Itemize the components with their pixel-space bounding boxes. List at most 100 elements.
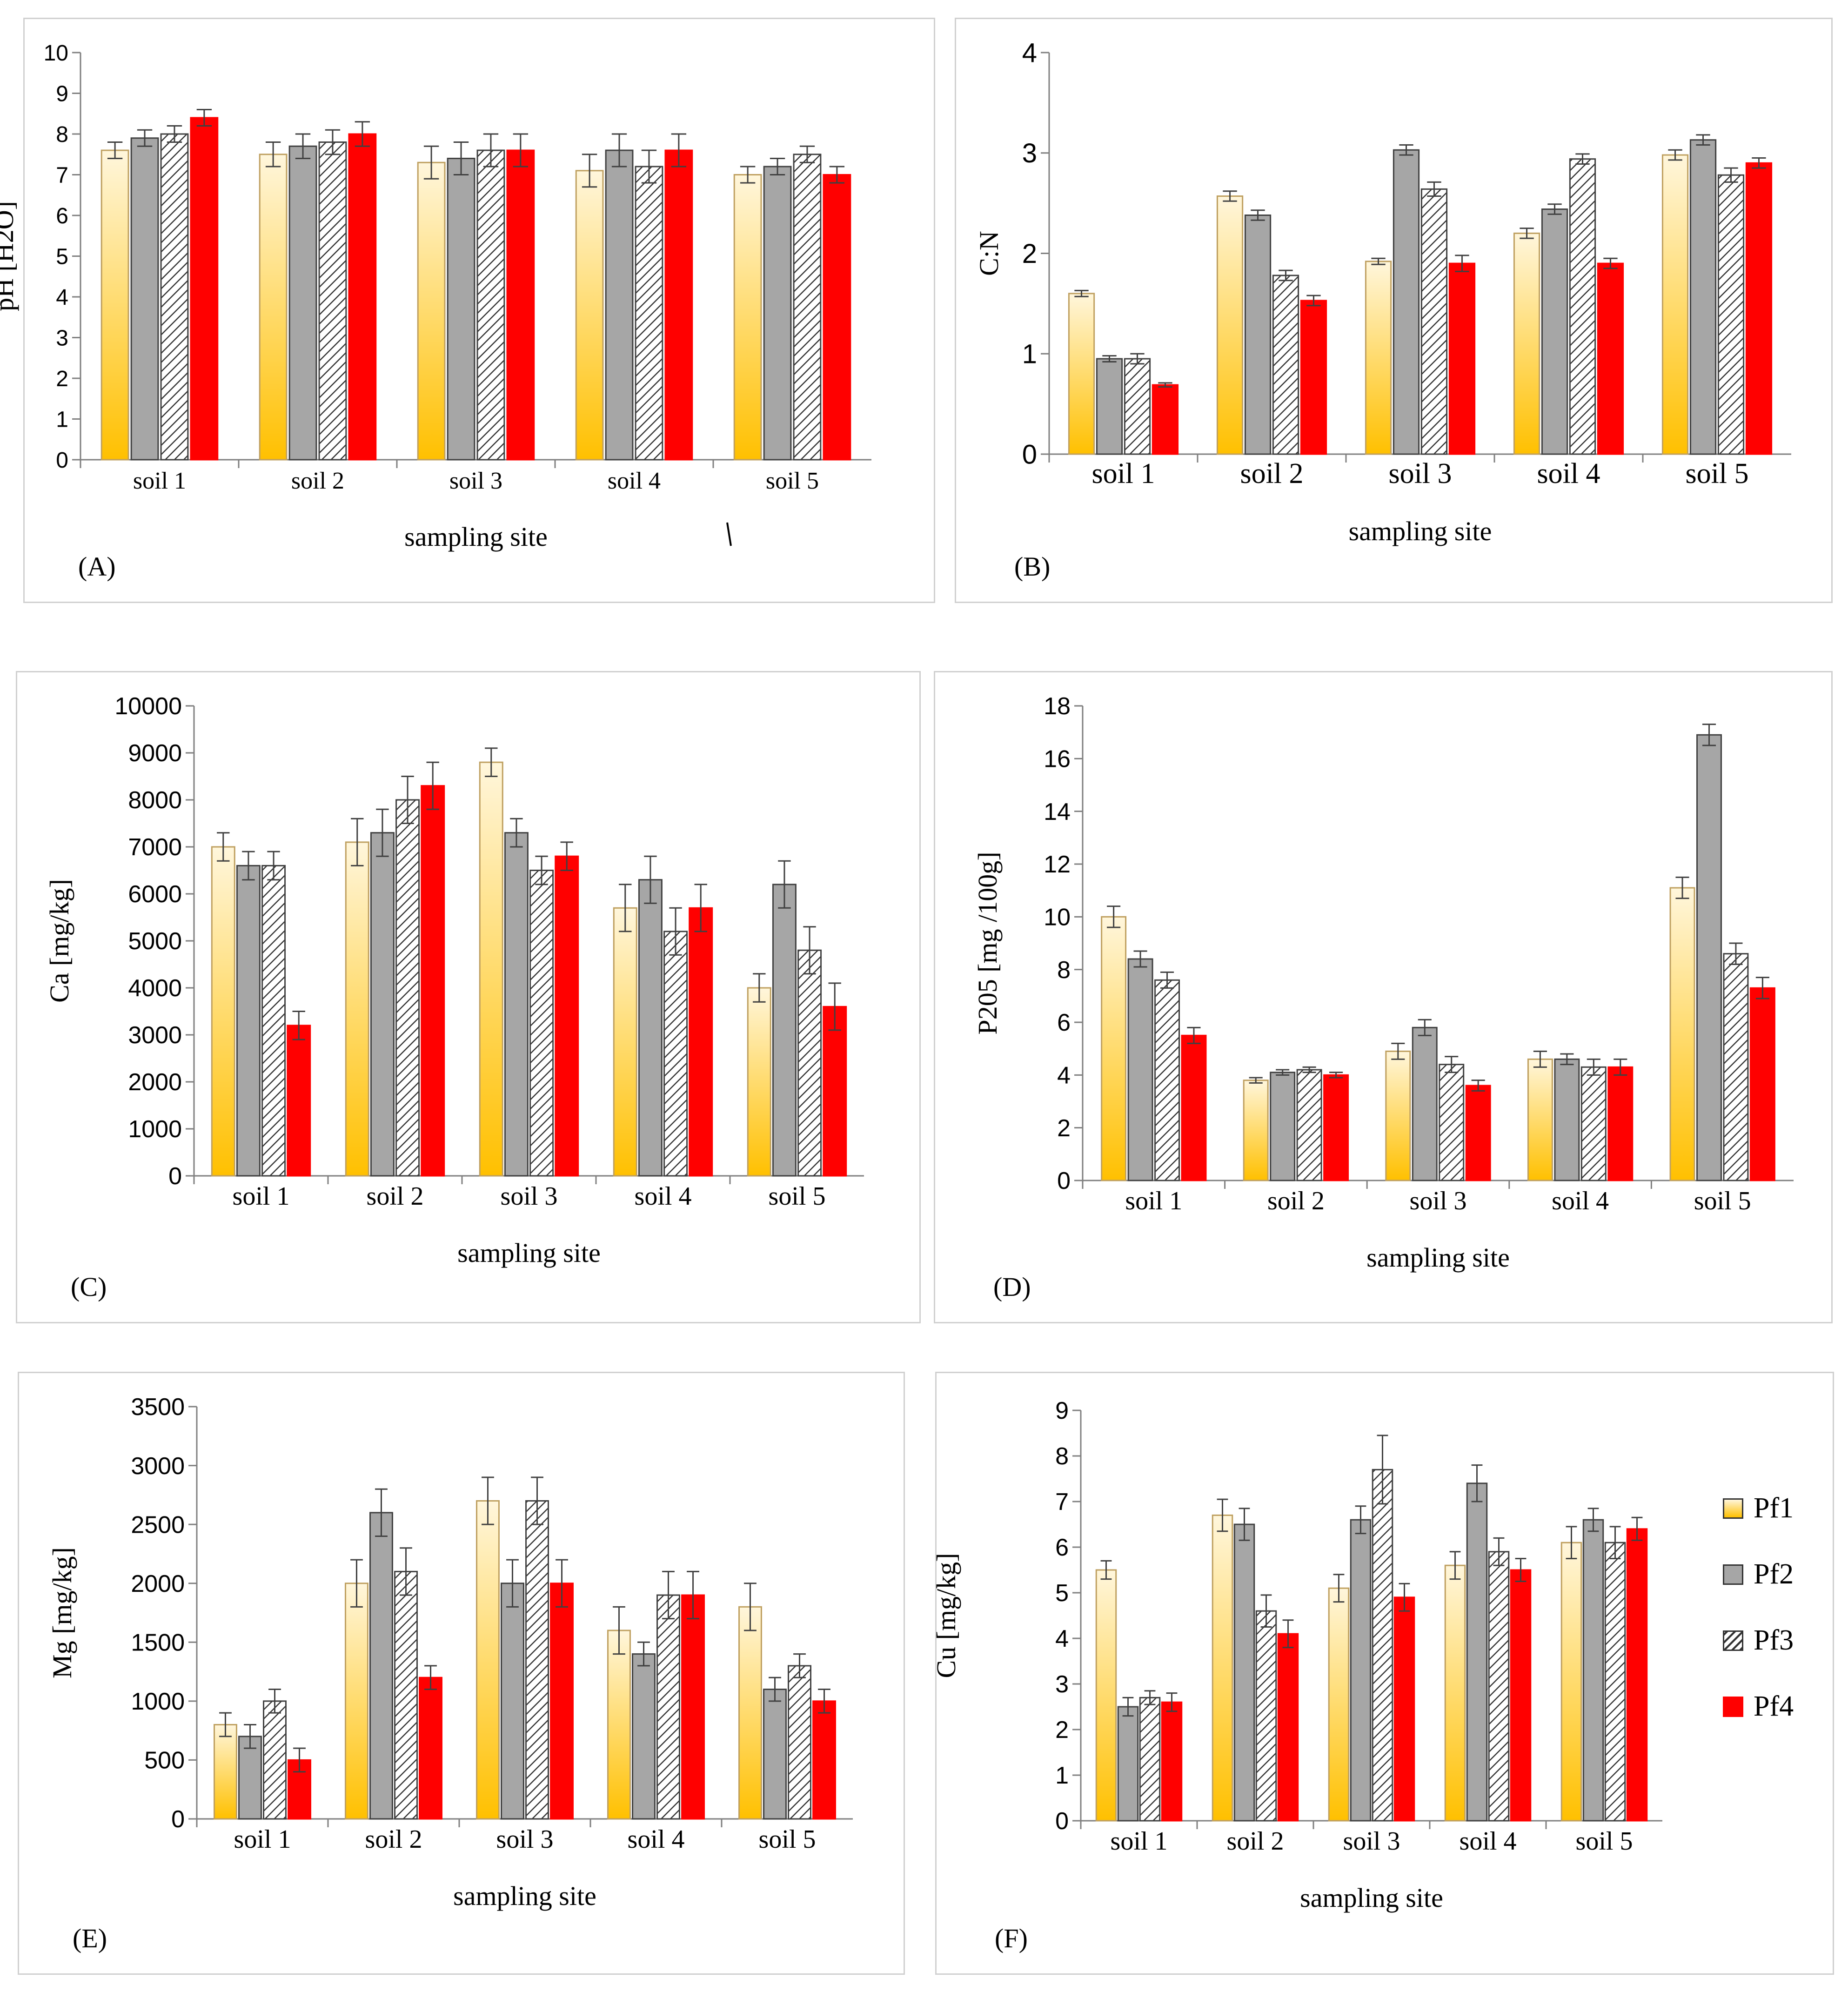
error-bar-pf2-soil-2 [1251, 209, 1265, 221]
error-bar-pf1-soil-4 [1449, 1551, 1461, 1580]
error-bar-pf2-soil-4 [644, 855, 657, 904]
y-tick-label: 8 [1057, 957, 1071, 984]
panel-d: 0 2 4 6 8 10 12 14 16 18 soil 1 soil 2 soil 3 soil 4 s… [934, 671, 1833, 1323]
bar-pf3-soil-4 [635, 166, 663, 461]
x-axis-title: sampling site [1300, 1883, 1443, 1913]
bar-pf1-soil-2 [1212, 1514, 1233, 1822]
y-axis-title: C:N [974, 231, 1004, 276]
bar-pf3-soil-4 [656, 1594, 680, 1820]
bar-pf3-soil-2 [395, 799, 420, 1177]
bar-pf2-soil-1 [1117, 1706, 1139, 1822]
x-axis-title: sampling site [1349, 516, 1492, 546]
x-axis-title: sampling site [457, 1238, 601, 1268]
y-tick-label: 10 [44, 41, 68, 66]
error-bar-pf4-soil-5 [828, 982, 841, 1031]
error-bar-pf1-soil-3 [1371, 257, 1386, 265]
bar-pf2-soil-1 [130, 137, 159, 461]
error-bar-pf4-soil-4 [1515, 1558, 1527, 1582]
error-bar-pf3-soil-1 [1160, 971, 1174, 989]
x-tick-label-soil-5: soil 5 [1694, 1187, 1751, 1215]
bar-pf3-soil-3 [1372, 1469, 1393, 1822]
bar-pf2-soil-1 [236, 865, 261, 1177]
error-bar-pf2-soil-3 [1355, 1505, 1366, 1535]
error-bar-pf1-soil-1 [219, 1712, 232, 1737]
bar-pf1-soil-1 [1095, 1569, 1117, 1822]
error-bar-pf1-soil-2 [350, 1559, 363, 1608]
bar-pf4-soil-3 [1465, 1085, 1491, 1181]
y-tick-label: 18 [1044, 693, 1071, 720]
error-bar-pf1-soil-5 [753, 973, 766, 1003]
bar-pf1-soil-1 [211, 846, 235, 1177]
bar-pf3-soil-2 [394, 1570, 418, 1820]
bar-pf3-soil-1 [1124, 358, 1151, 455]
x-tick-label-soil-1: soil 1 [233, 1182, 290, 1211]
legend-item-pf2: Pf2 [1723, 1558, 1794, 1591]
bar-pf4-soil-1 [1152, 384, 1179, 455]
error-bar-pf3-soil-4 [662, 1570, 675, 1620]
x-tick-label-soil-4: soil 4 [1460, 1827, 1517, 1856]
y-tick-label: 1500 [131, 1629, 185, 1656]
legend-label-pf3: Pf3 [1754, 1624, 1794, 1656]
y-tick-label: 12 [1044, 851, 1071, 878]
y-tick-label: 9 [56, 81, 68, 106]
bar-pf1-soil-4 [575, 170, 604, 461]
error-bar-pf4-soil-4 [1614, 1058, 1627, 1076]
bar-pf3-soil-4 [1488, 1551, 1510, 1822]
x-tick-label-soil-1: soil 1 [1111, 1827, 1168, 1856]
error-bar-pf1-soil-1 [1107, 905, 1121, 928]
y-tick-label: 4000 [128, 975, 182, 1002]
error-bar-pf1-soil-3 [423, 145, 439, 180]
y-tick-label: 0 [56, 448, 68, 473]
error-bar-pf2-soil-5 [770, 158, 785, 175]
y-tick-label: 5000 [128, 928, 182, 955]
error-bar-pf2-soil-1 [1102, 355, 1117, 363]
bar-pf2-soil-1 [1127, 958, 1153, 1181]
error-bar-pf2-soil-5 [1702, 724, 1716, 746]
x-axis-title: sampling site [453, 1881, 596, 1911]
y-tick-label: 5 [1055, 1580, 1069, 1607]
error-bar-pf2-soil-5 [769, 1677, 781, 1702]
error-bar-pf1-soil-1 [1100, 1560, 1112, 1580]
error-bar-pf2-soil-5 [1696, 134, 1710, 146]
bar-pf2-soil-2 [370, 832, 395, 1177]
error-bar-pf1-soil-5 [1566, 1526, 1577, 1559]
bar-pf4-soil-5 [823, 174, 851, 461]
x-tick-label-soil-5: soil 5 [1685, 458, 1748, 490]
bar-pf1-soil-1 [1068, 293, 1095, 455]
bar-pf3-soil-1 [1154, 979, 1180, 1181]
bar-pf3-soil-1 [160, 133, 189, 461]
bar-pf2-soil-5 [763, 1689, 787, 1820]
error-bar-pf4-soil-2 [424, 1665, 437, 1690]
bar-pf2-soil-5 [1689, 139, 1717, 455]
bar-pf1-soil-3 [1365, 261, 1392, 455]
error-bar-pf4-soil-3 [556, 1559, 568, 1608]
bar-pf4-soil-2 [1277, 1633, 1299, 1822]
error-bar-pf3-soil-2 [325, 129, 341, 155]
chart-b: 0 1 2 3 4 soil 1 soil 2 soil 3 soil 4 soil 5 sampl… [974, 38, 1791, 582]
error-bar-pf1-soil-4 [613, 1606, 625, 1655]
panel-label: (E) [73, 1923, 107, 1953]
bar-pf4-soil-1 [1181, 1034, 1207, 1181]
y-tick-label: 2 [1055, 1717, 1069, 1744]
bar-pf3-soil-4 [1569, 158, 1596, 455]
error-bar-pf4-soil-3 [1471, 1080, 1485, 1092]
error-bar-pf1-soil-3 [1333, 1574, 1345, 1603]
bar-pf4-soil-4 [689, 907, 713, 1177]
x-tick-label-soil-2: soil 2 [291, 468, 344, 494]
panel-label: (D) [993, 1272, 1031, 1302]
error-bar-pf1-soil-5 [1675, 876, 1689, 899]
y-axis-title: pH [H2O] [0, 201, 19, 311]
bar-pf1-soil-2 [259, 154, 288, 461]
y-tick-label: 14 [1044, 798, 1071, 825]
bar-pf2-soil-2 [1244, 215, 1272, 455]
error-bar-pf4-soil-4 [694, 884, 707, 932]
error-bar-pf1-soil-3 [1391, 1042, 1405, 1060]
error-bar-pf3-soil-5 [1609, 1526, 1621, 1559]
bar-pf3-soil-5 [788, 1665, 811, 1820]
y-tick-label: 3000 [128, 1022, 182, 1049]
error-bar-pf4-soil-1 [196, 109, 212, 127]
y-axis-title: Cu [mg/kg] [931, 1553, 961, 1678]
error-bar-pf1-soil-2 [351, 818, 364, 866]
panel-label: (C) [71, 1272, 107, 1302]
y-tick-label: 500 [144, 1747, 185, 1774]
